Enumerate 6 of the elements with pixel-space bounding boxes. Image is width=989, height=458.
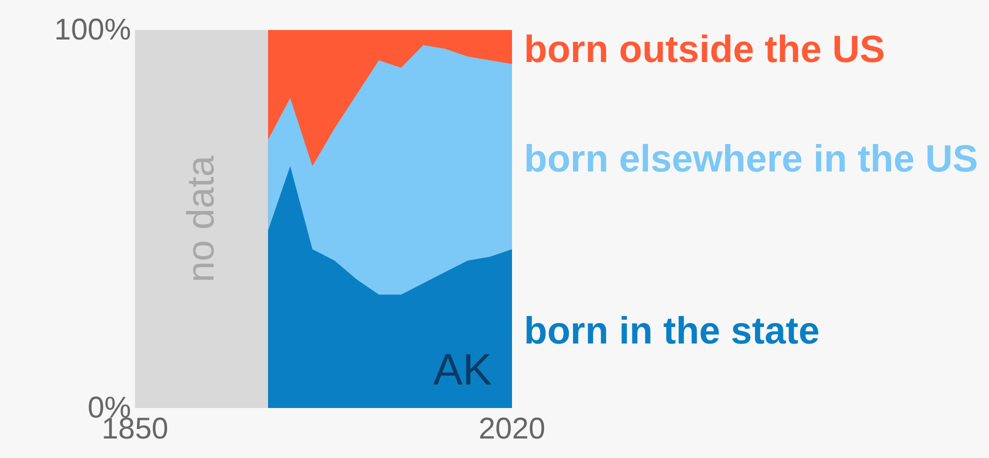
x-tick-label: 2020 [478,412,546,446]
y-tick-label: 100% [54,14,131,46]
series-label: born in the state [524,310,820,353]
series-label: born elsewhere in the US [524,138,978,181]
annotation: AK [433,346,492,394]
series-label: born outside the US [524,29,885,72]
